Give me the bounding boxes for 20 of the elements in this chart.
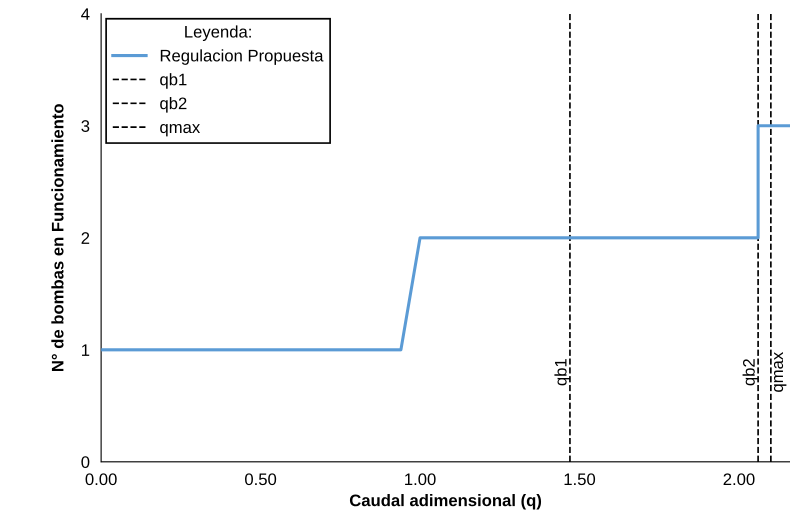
x-tick-label: 1.00	[405, 473, 436, 486]
ref-line-label: qb2	[742, 359, 758, 386]
legend-title: Leyenda:	[185, 25, 251, 41]
y-tick-label: 4	[81, 8, 90, 20]
text: qmax	[160, 124, 200, 136]
y-tick-label: 3	[81, 120, 90, 132]
text: qb1	[160, 73, 186, 89]
x-axis-title: Caudal adimensional (q)	[350, 494, 542, 510]
x-tick-label: 0.00	[86, 473, 117, 486]
text: qb2	[160, 97, 186, 113]
x-tick-label: 1.50	[564, 473, 596, 486]
x-tick-label: 0.50	[245, 473, 276, 486]
ref-line-label: qb1	[554, 359, 570, 386]
ref-line-label: qmax	[774, 352, 786, 392]
y-tick-label: 1	[82, 344, 90, 356]
y-tick-label: 0	[81, 456, 90, 468]
x-tick-label: 2.00	[724, 473, 755, 486]
legend-label: Regulacion Propuesta	[160, 49, 324, 65]
y-axis-title: N° de bombas en Funcionamiento	[51, 104, 64, 372]
y-tick-label: 2	[82, 232, 90, 244]
